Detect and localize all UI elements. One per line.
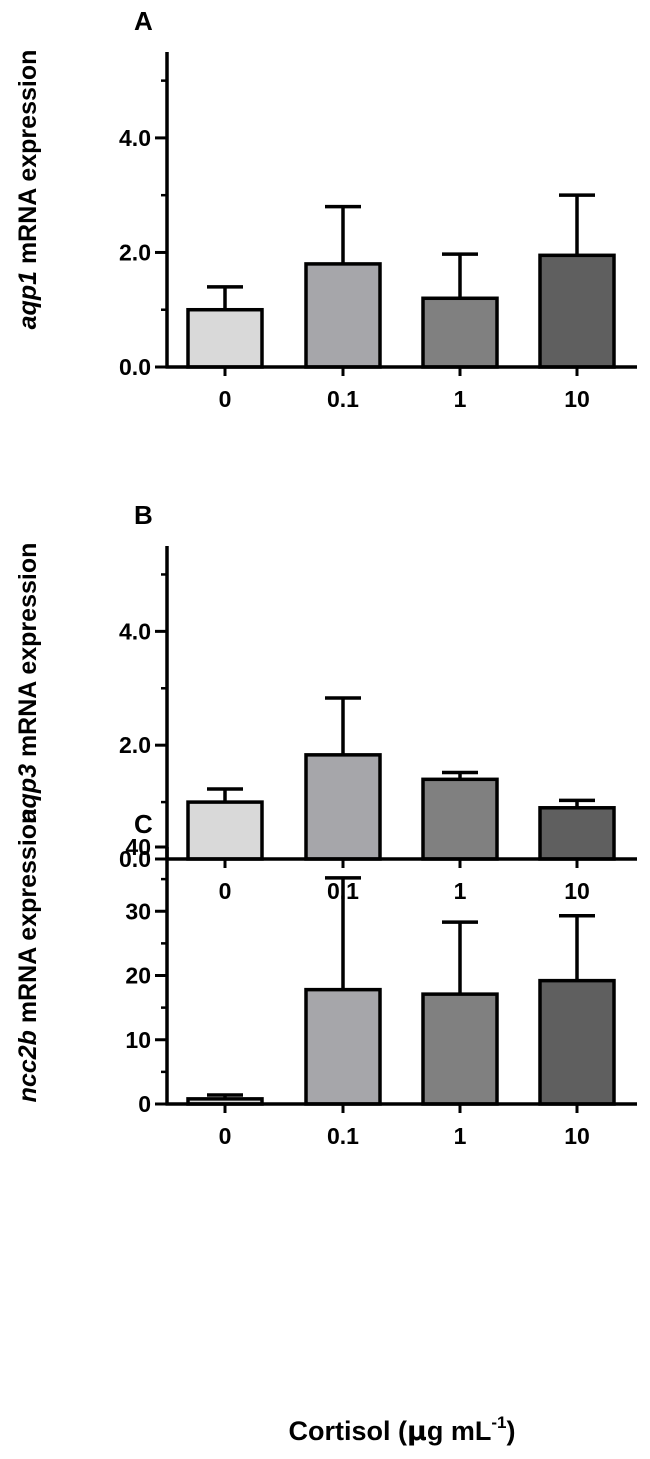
x-axis-label-sup: -1 [491, 1413, 506, 1432]
y-axis-label-suffix: mRNA expression [14, 543, 42, 764]
y-axis-label-suffix: mRNA expression [14, 50, 42, 271]
y-tick-label: 2.0 [119, 239, 151, 265]
x-tick-label: 10 [564, 878, 590, 904]
y-tick-label: 2.0 [119, 732, 151, 758]
x-axis-label-rest: g mL [427, 1416, 492, 1446]
y-tick-label: 10 [125, 1027, 151, 1053]
bar-0 [186, 307, 264, 369]
bar-10 [538, 253, 616, 369]
bar-1 [421, 296, 499, 369]
x-axis-label-main: Cortisol ( [289, 1416, 408, 1446]
y-axis-label: aqp3 mRNA expression [14, 543, 42, 823]
bar-1 [421, 777, 499, 861]
x-tick-label: 0 [219, 386, 232, 412]
y-axis-label-suffix: mRNA expression [14, 809, 42, 1030]
x-tick-label: 0.1 [327, 1123, 359, 1149]
x-tick-label: 10 [564, 1123, 590, 1149]
panel-letter: B [134, 500, 153, 530]
bar-0.1 [304, 753, 382, 861]
x-tick-label: 10 [564, 386, 590, 412]
y-axis-label: ncc2b mRNA expression [14, 809, 42, 1103]
bar-1 [421, 992, 499, 1106]
y-tick-label: 20 [125, 963, 151, 989]
bar-10 [538, 978, 616, 1106]
x-axis-label: Cortisol (μg mL-1) [289, 1413, 516, 1447]
y-axis-label: aqp1 mRNA expression [14, 50, 42, 330]
bar-0 [186, 800, 264, 861]
y-tick-label: 40 [125, 834, 151, 860]
y-tick-label: 4.0 [119, 618, 151, 644]
y-tick-label: 0.0 [119, 846, 151, 872]
bar-0.1 [304, 262, 382, 369]
x-tick-label: 0 [219, 1123, 232, 1149]
x-tick-label: 0.1 [327, 386, 359, 412]
x-tick-label: 0 [219, 878, 232, 904]
y-axis-label-gene: aqp1 [14, 271, 42, 329]
x-tick-label: 1 [454, 1123, 467, 1149]
y-axis-label-gene: aqp3 [14, 764, 42, 822]
x-tick-label: 1 [454, 878, 467, 904]
x-tick-label: 1 [454, 386, 467, 412]
y-tick-label: 0.0 [119, 354, 151, 380]
bar-10 [538, 806, 616, 861]
y-tick-label: 4.0 [119, 125, 151, 151]
y-axis-label-gene: ncc2b [14, 1030, 42, 1102]
panel-letter: C [134, 809, 153, 839]
panel-letter: A [134, 6, 153, 36]
x-axis-label-mu: μ [407, 1416, 427, 1447]
y-tick-label: 30 [125, 898, 151, 924]
x-axis-label-close: ) [507, 1416, 516, 1446]
bar-0.1 [304, 987, 382, 1106]
y-tick-label: 0 [138, 1091, 151, 1117]
